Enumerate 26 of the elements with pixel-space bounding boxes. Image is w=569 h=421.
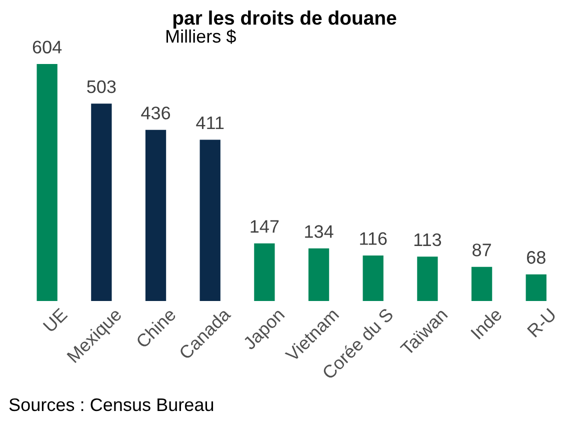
x-tick-label: R-U [526,308,557,338]
bar [362,255,384,302]
bar [471,266,492,302]
data-label: 116 [360,232,387,245]
bar [200,140,220,302]
bar [91,104,112,302]
bar [417,256,438,302]
x-tick-label: UE [42,308,68,333]
bar [145,130,166,302]
data-label: 68 [527,251,546,264]
chart-title: par les droits de douane [173,10,396,29]
bar [36,64,58,302]
x-tick-label: Inde [470,307,503,340]
source-note: Sources : Census Bureau [9,398,214,412]
bar [526,274,546,302]
data-label: 436 [141,106,170,120]
bar [254,243,275,302]
data-label: 503 [87,80,116,94]
data-label: 87 [472,244,491,256]
data-label: 147 [250,220,279,233]
data-label: 134 [305,225,334,238]
text: Milliers $ [166,29,236,44]
data-label: 411 [196,116,224,130]
data-label: 113 [414,233,442,246]
bar [308,248,330,302]
data-label: 604 [32,40,62,54]
